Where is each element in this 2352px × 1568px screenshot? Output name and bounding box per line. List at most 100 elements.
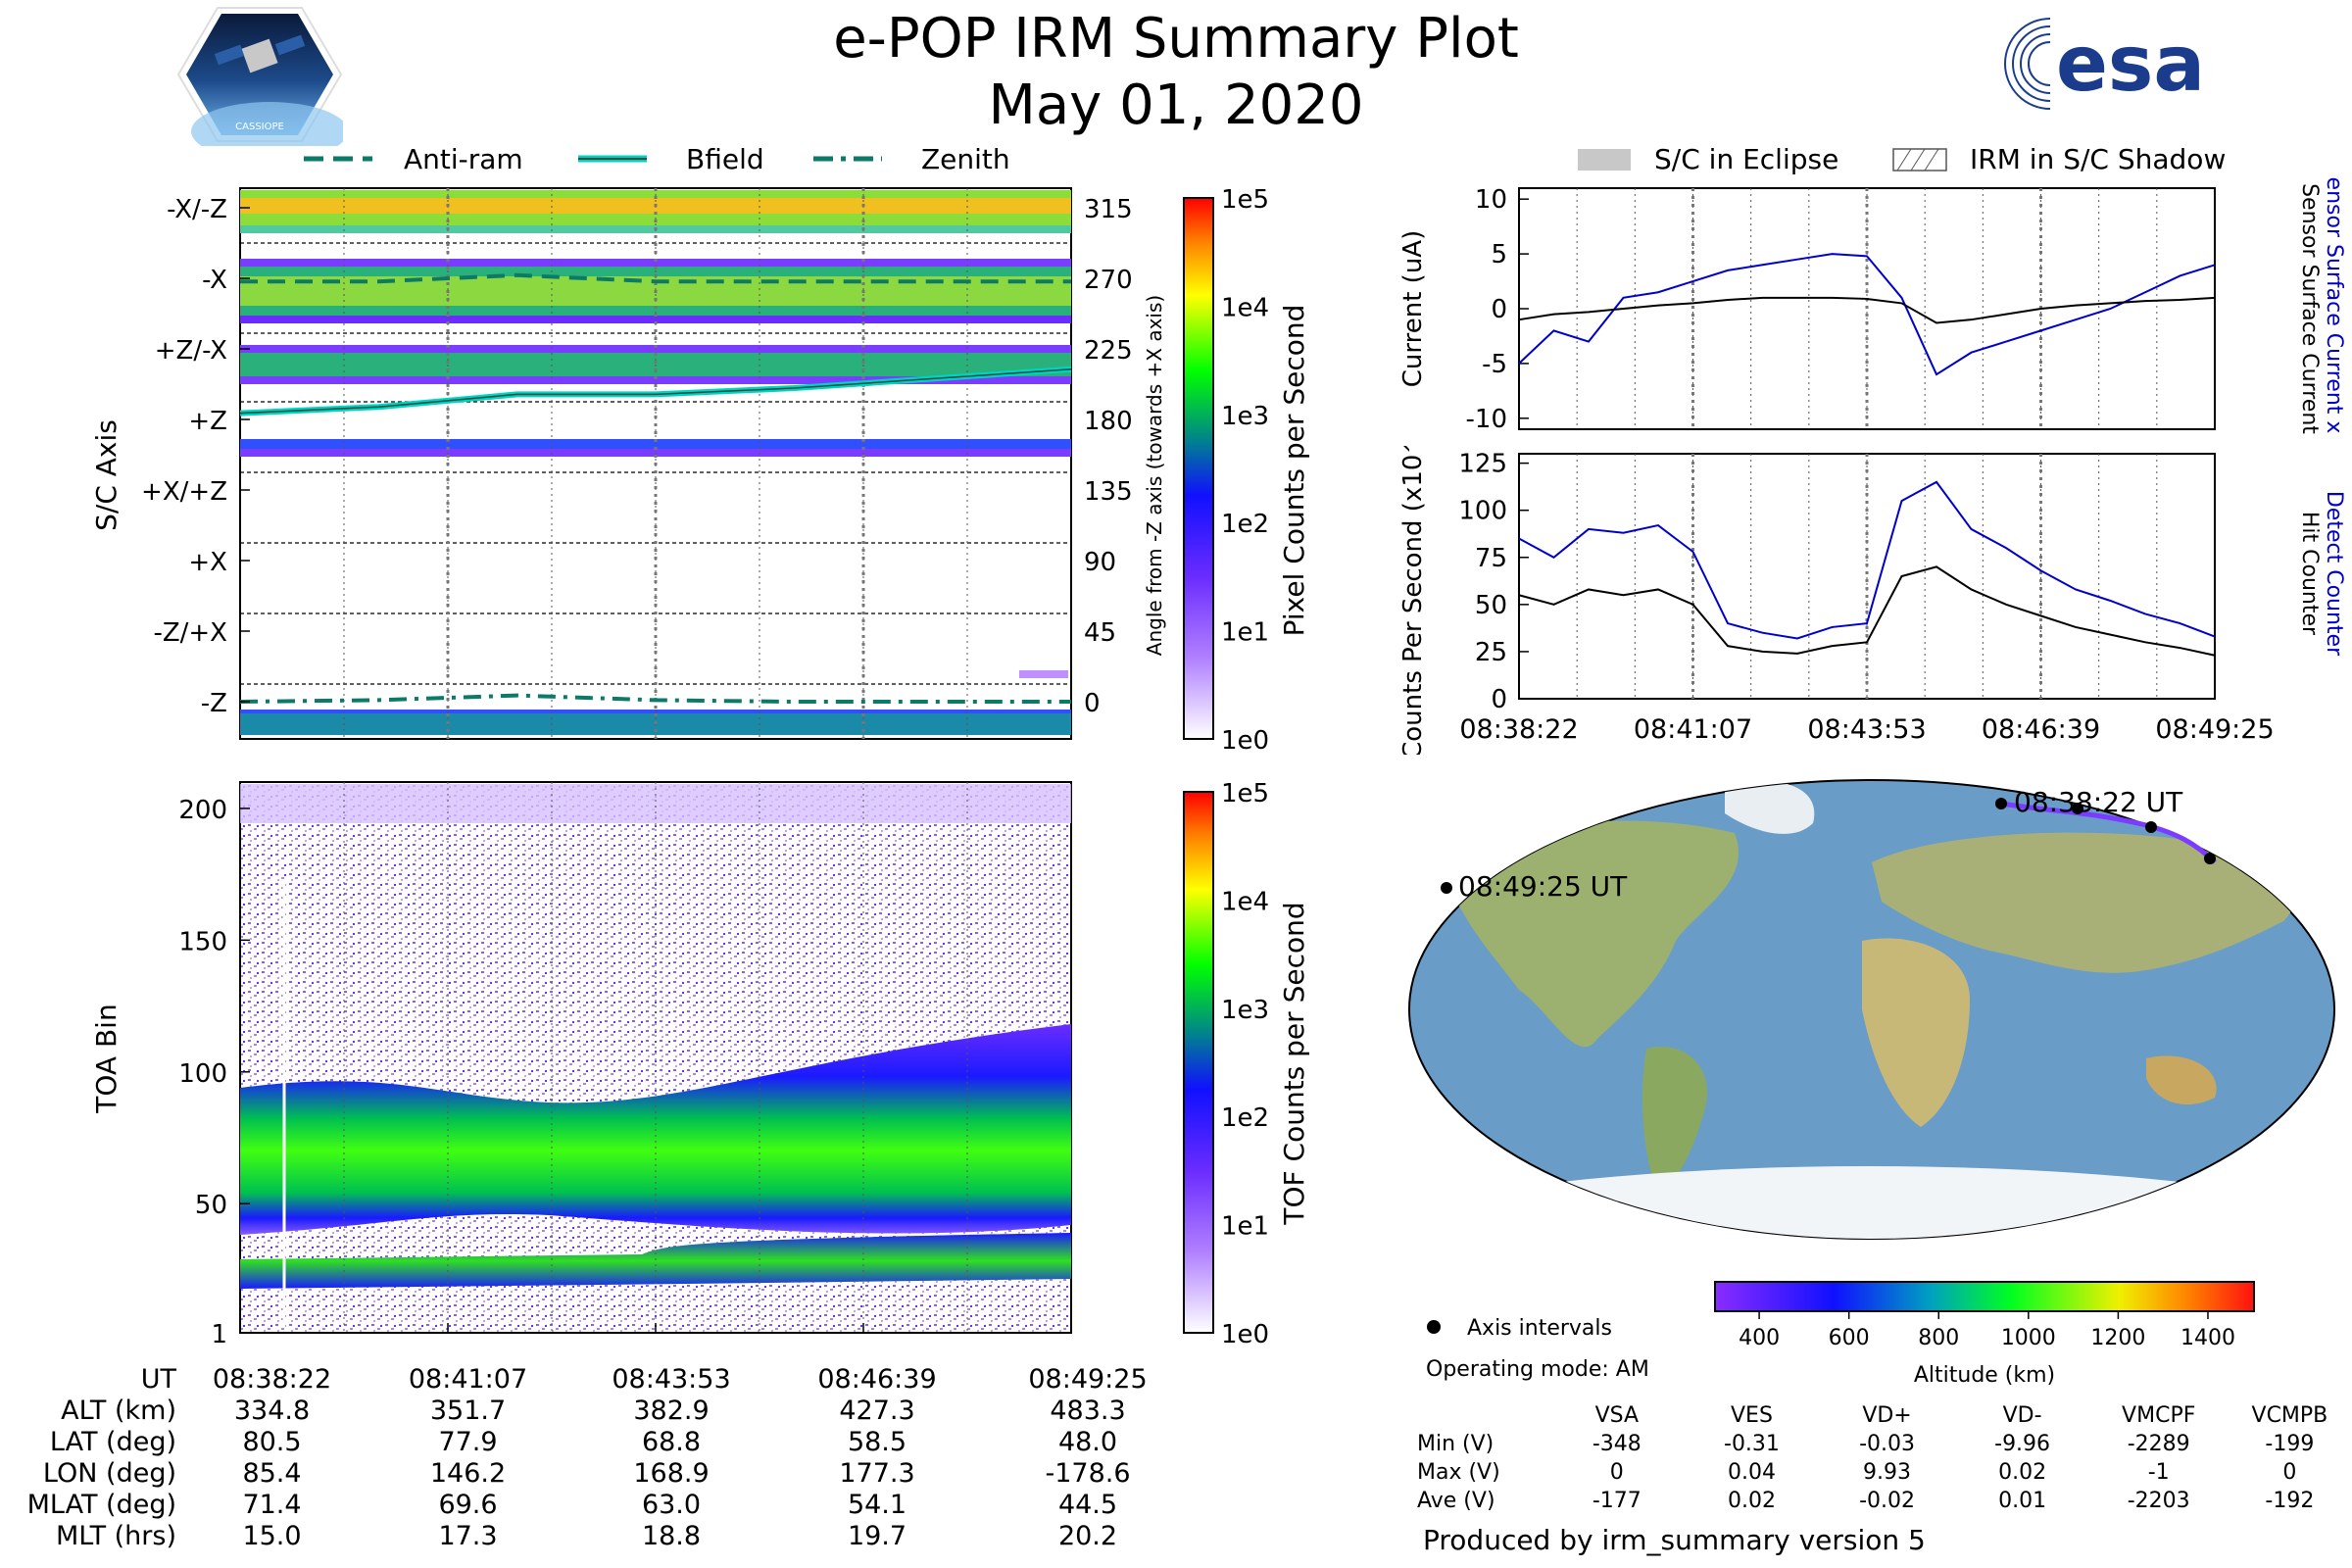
tof-ytick: 200 (178, 796, 227, 825)
pixel-ytick-left: +Z (188, 407, 227, 436)
tof-top-band (240, 784, 1071, 823)
voltage-cell: -199 (2265, 1432, 2315, 1456)
voltage-cell: -0.31 (1724, 1432, 1780, 1456)
orbit-cell: 68.8 (641, 1427, 702, 1457)
pixel-ytick-left: +Z/-X (155, 336, 227, 366)
orbit-header-row: UT 08:38:22 08:41:07 08:43:53 08:46:39 08:49:… (0, 1364, 1196, 1396)
tof-ytick: 150 (178, 927, 227, 956)
orbit-cell: 58.5 (847, 1427, 907, 1457)
altitude-colorbar-rect (1714, 1281, 2255, 1312)
current-chart: 10 5 0 -5 -10 Current (uA) Sensor Surface Cu… (1398, 176, 2346, 441)
voltage-cell: 0.02 (1727, 1489, 1776, 1513)
voltage-cell: VD- (2002, 1403, 2042, 1428)
pixel-line-bfield-core (239, 368, 1072, 415)
orbit-cell: 351.7 (429, 1396, 507, 1426)
tof-colorbar-label: TOF Counts per Second (1278, 902, 1310, 1225)
voltage-cell: -9.96 (1994, 1432, 2051, 1456)
pixel-ytick-left: -Z/+X (153, 618, 227, 648)
voltage-cell: -2203 (2127, 1489, 2190, 1513)
altitude-tick: 1000 (2001, 1326, 2056, 1350)
orbit-cell: 08:43:53 (612, 1364, 731, 1395)
cassiope-logo-text: CASSIOPE (235, 122, 284, 132)
cnt-xtick: 08:43:53 (1807, 714, 1926, 745)
orbit-cell: LON (deg) (42, 1458, 176, 1489)
pixel-ytick-left: -X/-Z (167, 195, 227, 224)
voltage-header-row: VSA VES VD+ VD- VMCPF VCMPB (1411, 1401, 2352, 1430)
altitude-tick: 1200 (2090, 1326, 2145, 1350)
orbit-row: LON (deg) 85.4 146.2 168.9 177.3 -178.6 (0, 1458, 1196, 1490)
voltage-cell: -2289 (2127, 1432, 2190, 1456)
counts-right-label-2: Hit Counter (2297, 512, 2322, 636)
pixel-ytick-right: 0 (1084, 689, 1101, 718)
cnt-ytick: 25 (1475, 638, 1507, 667)
cur-ytick: 10 (1475, 185, 1507, 215)
orbit-cell: 69.6 (438, 1490, 498, 1520)
orbit-cell: 77.9 (438, 1427, 498, 1457)
cnt-xtick: 08:49:25 (2155, 714, 2274, 745)
cnt-xtick: 08:38:22 (1459, 714, 1578, 745)
tof-colorbar-tick: 1e5 (1221, 779, 1269, 808)
cnt-ytick: 50 (1475, 591, 1507, 620)
altitude-tick: 1400 (2180, 1326, 2235, 1350)
cur-ytick: -5 (1482, 350, 1507, 379)
orbit-row: ALT (km) 334.8 351.7 382.9 427.3 483.3 (0, 1396, 1196, 1427)
pixel-ytick-left: +X (188, 548, 227, 577)
current-right-label-1: Sensor Surface Current x 5 (2322, 176, 2346, 441)
counts-right-label-1: Detect Counter (2322, 491, 2346, 657)
orbit-row: MLT (hrs) 15.0 17.3 18.8 19.7 20.2 (0, 1521, 1196, 1552)
legend-eclipse-swatch (1578, 149, 1631, 171)
cnt-xtick: 08:41:07 (1634, 714, 1752, 745)
pixel-line-zenith (239, 693, 1071, 704)
orbit-cell: 177.3 (839, 1458, 915, 1489)
orbit-cell: 483.3 (1050, 1396, 1126, 1426)
pixel-ytick-left: +X/+Z (141, 477, 227, 507)
esa-logo: esa (2004, 15, 2205, 113)
voltage-cell: VCMPB (2251, 1403, 2328, 1428)
cnt-ytick: 125 (1458, 450, 1507, 479)
orbit-cell: MLT (hrs) (55, 1521, 176, 1551)
voltage-row: Max (V) 0 0.04 9.93 0.02 -1 0 (1411, 1458, 2352, 1487)
pixel-line-anti-ram (240, 272, 1071, 284)
cnt-ytick: 0 (1491, 685, 1507, 714)
legend-zenith: Zenith (921, 143, 1010, 175)
map-start-label: 08:38:22 UT (2014, 786, 2183, 818)
tof-colorbar-tick: 1e0 (1221, 1320, 1269, 1349)
pixel-ylabel: S/C Axis (90, 419, 122, 531)
orbit-point-start (1995, 798, 2007, 809)
pixel-ytick-left: -X (202, 266, 227, 295)
orbit-cell: 48.0 (1057, 1427, 1118, 1457)
tof-colorbar-tick: 1e1 (1221, 1212, 1269, 1242)
pixel-ylabel-right: Angle from -Z axis (towards +X axis) (1143, 295, 1166, 656)
voltage-cell: 0 (2282, 1460, 2297, 1485)
axis-intervals-dot (1427, 1320, 1441, 1334)
orbit-cell: -178.6 (1045, 1458, 1131, 1489)
voltage-row: Min (V) -348 -0.31 -0.03 -9.96 -2289 -199 (1411, 1430, 2352, 1458)
voltage-cell: 0 (1609, 1460, 1624, 1485)
tof-colorbar-tick: 1e2 (1221, 1103, 1269, 1133)
voltage-cell: -1 (2147, 1460, 2170, 1485)
page-subtitle-date: May 01, 2020 (988, 74, 1364, 137)
pixel-colorbar-tick: 1e0 (1221, 726, 1269, 755)
pixel-colorbar (1183, 197, 1214, 740)
orbit-cell: UT (140, 1364, 176, 1395)
pixel-colorbar-tick: 1e4 (1221, 293, 1269, 322)
voltage-table: VSA VES VD+ VD- VMCPF VCMPB Min (V) -348 -0.31 -0… (1411, 1401, 2352, 1515)
orbit-cell: 63.0 (641, 1490, 702, 1520)
top-right-legend: S/C in Eclipse IRM in S/C Shadow (1578, 143, 2226, 175)
map-end-label: 08:49:25 UT (1458, 870, 1628, 903)
pixel-ytick-right: 270 (1084, 266, 1133, 295)
voltage-cell: 0.02 (1998, 1460, 2047, 1485)
cur-ytick: 0 (1491, 295, 1507, 324)
voltage-cell: VES (1731, 1403, 1773, 1428)
altitude-tick: 800 (1918, 1326, 1959, 1350)
voltage-cell: -177 (1592, 1489, 1642, 1513)
cnt-ytick: 100 (1458, 497, 1507, 526)
pixel-ytick-right: 45 (1084, 618, 1116, 648)
counts-chart: 125 100 75 50 25 0 08:38:22 08:41:07 08:43:53 08… (1398, 446, 2346, 755)
orbit-point-4 (2204, 853, 2216, 864)
page-title: e-POP IRM Summary Plot (833, 7, 1519, 71)
cnt-series-hit-counter (1518, 565, 2216, 657)
voltage-cell: Ave (V) (1417, 1489, 1495, 1513)
orbit-cell: 08:46:39 (817, 1364, 937, 1395)
voltage-cell: -0.02 (1859, 1489, 1915, 1513)
